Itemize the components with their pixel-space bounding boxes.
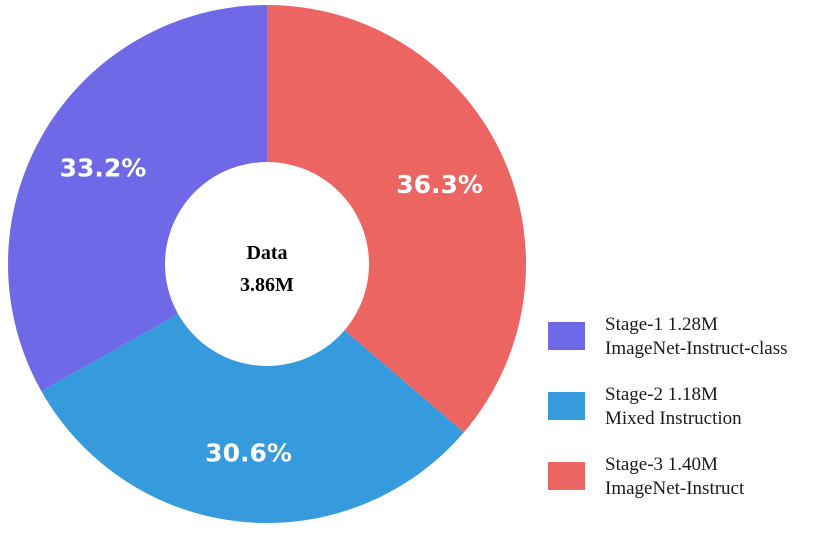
center-label-title: Data: [246, 242, 287, 264]
legend-sublabel-stage-2: Mixed Instruction: [605, 408, 742, 429]
slice-percent-label-3: 33.2%: [60, 154, 147, 183]
legend-swatch-stage-2: [548, 392, 585, 420]
slice-1: [267, 5, 526, 433]
legend-item-stage-3: Stage-3 1.40M ImageNet-Instruct: [548, 453, 788, 523]
slice-percent-label-2: 30.6%: [205, 439, 292, 468]
legend: Stage-1 1.28M ImageNet-Instruct-class St…: [548, 313, 788, 523]
legend-label-stage-3: Stage-3 1.40M: [605, 454, 718, 475]
slice-2: [41, 264, 464, 523]
legend-label-stage-2: Stage-2 1.18M: [605, 384, 718, 405]
legend-item-stage-1: Stage-1 1.28M ImageNet-Instruct-class: [548, 313, 788, 383]
legend-sublabel-stage-3: ImageNet-Instruct: [605, 478, 745, 499]
donut-chart: 36.3% 30.6% 33.2% Data 3.86M: [7, 5, 526, 523]
slice-percent-label-1: 36.3%: [396, 170, 483, 199]
legend-swatch-stage-1: [548, 322, 585, 350]
center-label-total: 3.86M: [240, 274, 294, 296]
legend-item-stage-2: Stage-2 1.18M Mixed Instruction: [548, 383, 788, 453]
donut-hole: [165, 162, 369, 366]
legend-swatch-stage-3: [548, 462, 585, 490]
slice-labels: 36.3% 30.6% 33.2%: [60, 154, 483, 468]
legend-label-stage-1: Stage-1 1.28M: [605, 314, 718, 335]
legend-sublabel-stage-1: ImageNet-Instruct-class: [605, 338, 788, 359]
